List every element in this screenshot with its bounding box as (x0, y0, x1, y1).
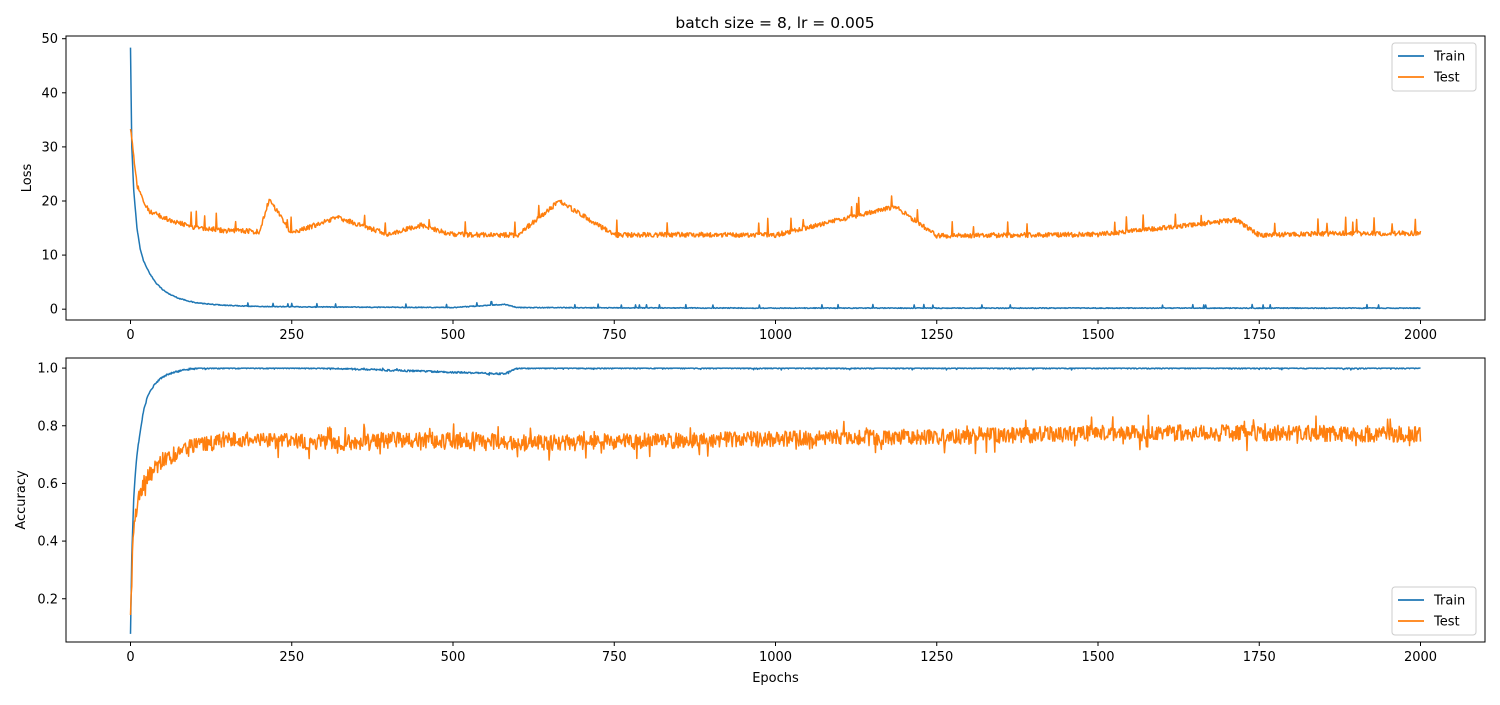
series-line-train (129, 367, 1421, 634)
y-tick-label: 0.8 (37, 419, 58, 434)
legend-label-test: Test (1433, 71, 1460, 86)
x-tick-label: 1500 (1081, 650, 1114, 665)
y-tick-label: 1.0 (37, 362, 58, 377)
y-tick-label: 0.6 (37, 477, 58, 492)
y-tick-label: 0 (50, 303, 58, 318)
x-tick-label: 500 (441, 328, 466, 343)
x-tick-label: 1750 (1243, 650, 1276, 665)
y-tick-label: 0.4 (37, 535, 58, 550)
series-line-test (129, 128, 1422, 239)
x-tick-label: 250 (279, 650, 304, 665)
y-tick-label: 30 (41, 140, 58, 155)
x-axis-label: Epochs (752, 671, 799, 686)
series-line-test (129, 414, 1422, 616)
x-tick-label: 0 (126, 650, 134, 665)
y-axis-label: Accuracy (14, 470, 29, 530)
legend: Train Test (1391, 42, 1477, 92)
x-tick-label: 750 (602, 328, 627, 343)
x-tick-label: 2000 (1404, 650, 1437, 665)
legend-label-train: Train (1433, 50, 1465, 65)
legend-box (1391, 42, 1477, 92)
x-tick-label: 1000 (759, 328, 792, 343)
x-tick-label: 750 (602, 650, 627, 665)
figure-title: batch size = 8, lr = 0.005 (675, 14, 874, 32)
series-line-train (129, 47, 1421, 310)
legend: Train Test (1391, 586, 1477, 636)
y-tick-label: 40 (41, 86, 58, 101)
x-tick-label: 0 (126, 328, 134, 343)
y-tick-label: 20 (41, 194, 58, 209)
x-tick-label: 1750 (1243, 328, 1276, 343)
subplot-panels: 0 250 500 750 1000 1250 1500 1750 20000102030405… (14, 32, 1486, 686)
y-tick-label: 50 (41, 32, 58, 47)
y-axis-label: Loss (20, 164, 35, 193)
legend-box (1391, 586, 1477, 636)
x-tick-label: 1250 (920, 328, 953, 343)
subplot-loss: 0 250 500 750 1000 1250 1500 1750 2000 0 10 20 30 40 5… (20, 32, 1486, 343)
x-tick-label: 2000 (1404, 328, 1437, 343)
x-tick-label: 500 (441, 650, 466, 665)
y-tick-label: 0.2 (37, 592, 58, 607)
legend-label-train: Train (1433, 594, 1465, 609)
x-tick-label: 1250 (920, 650, 953, 665)
x-tick-label: 1500 (1081, 328, 1114, 343)
subplot-accuracy: 0 250 500 750 1000 1250 1500 1750 2000 0.2 0.4 0.6 0… (14, 357, 1486, 686)
y-tick-label: 10 (41, 249, 58, 264)
x-tick-label: 1000 (759, 650, 792, 665)
x-tick-label: 250 (279, 328, 304, 343)
legend-label-test: Test (1433, 615, 1460, 630)
